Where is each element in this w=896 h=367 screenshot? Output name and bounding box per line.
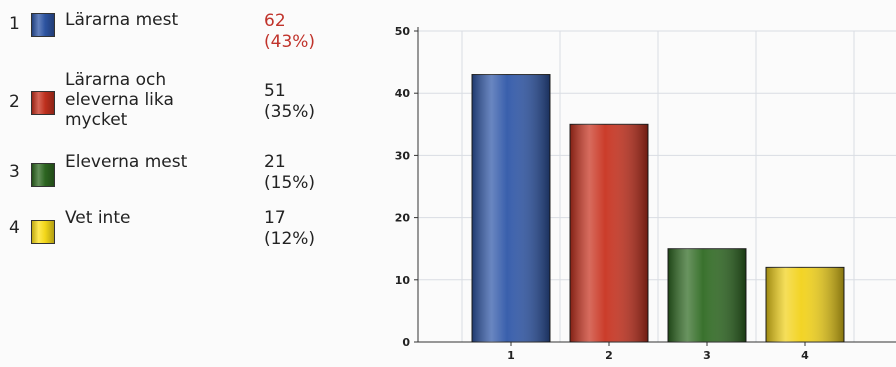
legend-percent: (43%) bbox=[264, 32, 316, 52]
legend-count: 17 bbox=[264, 208, 286, 228]
legend-swatch bbox=[31, 13, 55, 37]
x-tick-label: 4 bbox=[801, 349, 809, 362]
bar-chart: 0 10 20 30 40 50 1 2 3 4 bbox=[395, 25, 896, 362]
bars bbox=[471, 74, 845, 343]
legend-swatch bbox=[31, 163, 55, 187]
legend-row-number: 3 bbox=[9, 162, 20, 182]
x-tick-label: 3 bbox=[703, 349, 711, 362]
legend-value: 62 (43%) bbox=[264, 11, 364, 53]
legend-percent: (35%) bbox=[264, 102, 316, 122]
legend-count: 21 bbox=[264, 152, 286, 172]
x-tick-label: 2 bbox=[605, 349, 613, 362]
y-tick-label: 10 bbox=[395, 274, 411, 287]
legend-swatch bbox=[31, 91, 55, 115]
legend-label: Vet inte bbox=[65, 208, 131, 228]
legend-percent: (12%) bbox=[264, 229, 316, 249]
legend-value: 21 (15%) bbox=[264, 152, 364, 194]
legend-label: Lärarna och eleverna lika mycket bbox=[65, 70, 174, 130]
legend-label: Eleverna mest bbox=[65, 152, 188, 172]
legend-swatch bbox=[31, 220, 55, 244]
legend-row-number: 4 bbox=[9, 218, 20, 238]
legend-value: 51 (35%) bbox=[264, 81, 364, 123]
bar-shading bbox=[472, 74, 550, 342]
legend-percent: (15%) bbox=[264, 173, 316, 193]
legend-label: Lärarna mest bbox=[65, 10, 179, 30]
legend-count: 62 bbox=[264, 11, 286, 31]
y-tick-label: 20 bbox=[395, 212, 411, 225]
bar-shading bbox=[570, 124, 648, 342]
legend-count: 51 bbox=[264, 81, 286, 101]
y-tick-label: 50 bbox=[395, 25, 411, 38]
legend-value: 17 (12%) bbox=[264, 208, 364, 250]
legend-row-number: 1 bbox=[9, 14, 20, 34]
y-tick-labels: 0 10 20 30 40 50 bbox=[395, 25, 411, 349]
y-tick-label: 40 bbox=[395, 87, 411, 100]
bar-shading bbox=[668, 248, 746, 342]
bar-shading bbox=[766, 267, 844, 342]
x-tick-labels: 1 2 3 4 bbox=[507, 349, 809, 362]
legend: 1 Lärarna mest 62 (43%) 2 Lärarna och elevern… bbox=[0, 0, 370, 367]
y-tick-label: 0 bbox=[402, 336, 410, 349]
legend-row-number: 2 bbox=[9, 92, 20, 112]
x-tick-label: 1 bbox=[507, 349, 515, 362]
y-tick-label: 30 bbox=[395, 149, 411, 162]
